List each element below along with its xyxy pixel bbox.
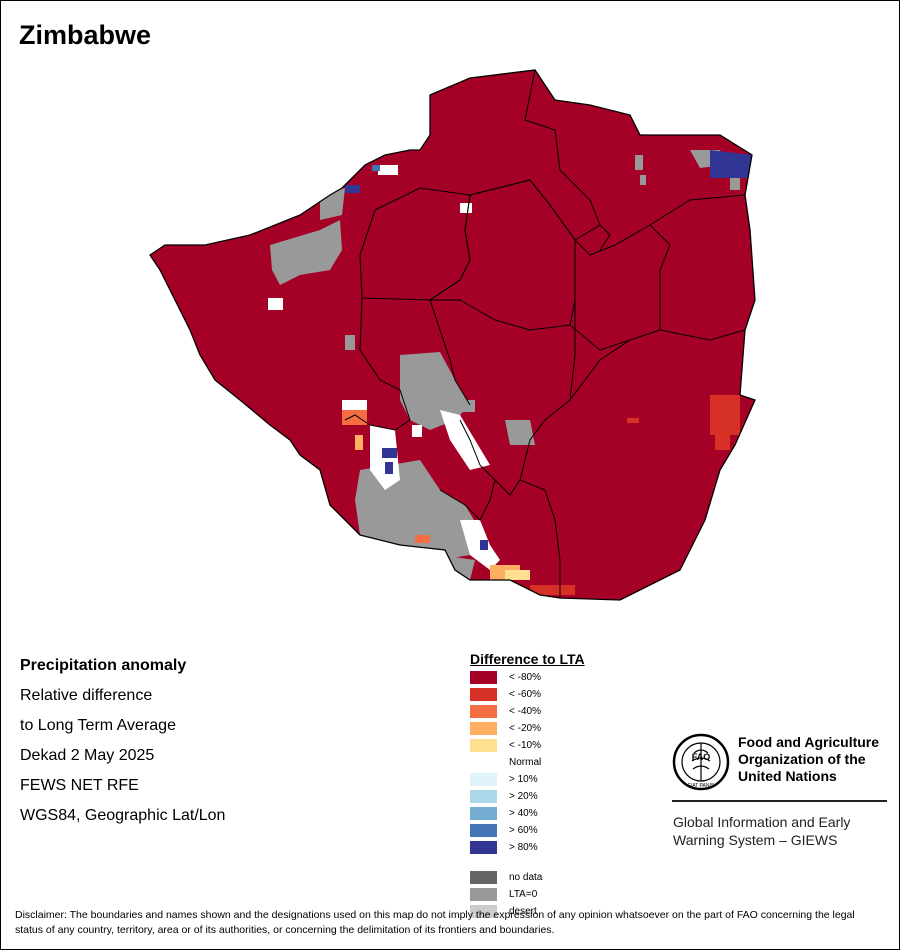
legend-swatch — [470, 722, 497, 735]
dry-anomaly-patches — [342, 395, 740, 595]
legend-swatch — [470, 705, 497, 718]
info-source: FEWS NET RFE — [20, 777, 139, 794]
country-fill — [150, 70, 755, 600]
legend-label: < -60% — [509, 689, 541, 700]
zimbabwe-map — [149, 69, 756, 601]
fao-name-line-1: Food and Agriculture — [738, 734, 880, 750]
legend-label: desert — [509, 906, 537, 917]
legend-label: no data — [509, 872, 543, 883]
info-measure: Relative difference — [20, 687, 153, 704]
anomaly-patches — [268, 115, 752, 595]
fao-name-line-2: Organization of the — [738, 751, 866, 767]
legend-label: < -10% — [509, 740, 541, 751]
info-reference: to Long Term Average — [20, 717, 176, 734]
legend-swatch — [470, 905, 497, 918]
fao-logo: FAO FIAT PANIS — [672, 733, 730, 796]
legend-swatch — [470, 790, 497, 803]
fao-logo-text: FAO — [692, 752, 711, 762]
province-boundaries — [344, 69, 746, 598]
legend-label: Normal — [509, 757, 542, 768]
legend-label: < -40% — [509, 706, 541, 717]
legend-swatch — [470, 888, 497, 901]
legend: Difference to LTA < -80% < -60% < -40% < -2… — [470, 651, 585, 918]
legend-label: < -80% — [509, 672, 541, 683]
legend-label: < -20% — [509, 723, 541, 734]
info-period: Dekad 2 May 2025 — [20, 747, 155, 764]
fao-logo-motto: FIAT PANIS — [688, 783, 715, 789]
wet-anomaly-patches — [345, 150, 752, 550]
fao-name: Food and Agriculture Organization of the… — [738, 734, 879, 785]
legend-label: > 20% — [509, 791, 538, 802]
country-border — [149, 69, 756, 601]
info-projection: WGS84, Geographic Lat/Lon — [20, 807, 226, 824]
fao-divider — [672, 800, 887, 802]
legend-label: > 80% — [509, 842, 538, 853]
legend-label: > 40% — [509, 808, 538, 819]
legend-swatch — [470, 871, 497, 884]
legend-swatch — [470, 688, 497, 701]
legend-title: Difference to LTA — [470, 651, 585, 667]
legend-swatch — [470, 807, 497, 820]
map-title: Zimbabwe — [19, 20, 152, 50]
giews-line-1: Global Information and Early — [673, 814, 851, 830]
giews-name: Global Information and Early Warning Sys… — [673, 813, 850, 849]
disclaimer: Disclaimer: The boundaries and names sho… — [15, 909, 855, 936]
lta-zero-patches — [270, 115, 740, 580]
map-info: Precipitation anomaly Relative differenc… — [20, 656, 225, 836]
legend-swatch — [470, 739, 497, 752]
legend-label: LTA=0 — [509, 889, 538, 900]
giews-line-2: Warning System – GIEWS — [673, 832, 838, 848]
fao-name-line-3: United Nations — [738, 768, 837, 784]
legend-swatch — [470, 773, 497, 786]
info-product: Precipitation anomaly — [20, 657, 187, 674]
legend-swatch — [470, 671, 497, 684]
legend-label: > 10% — [509, 774, 538, 785]
legend-label: > 60% — [509, 825, 538, 836]
legend-swatch — [470, 756, 497, 769]
legend-swatch — [470, 841, 497, 854]
legend-swatch — [470, 824, 497, 837]
